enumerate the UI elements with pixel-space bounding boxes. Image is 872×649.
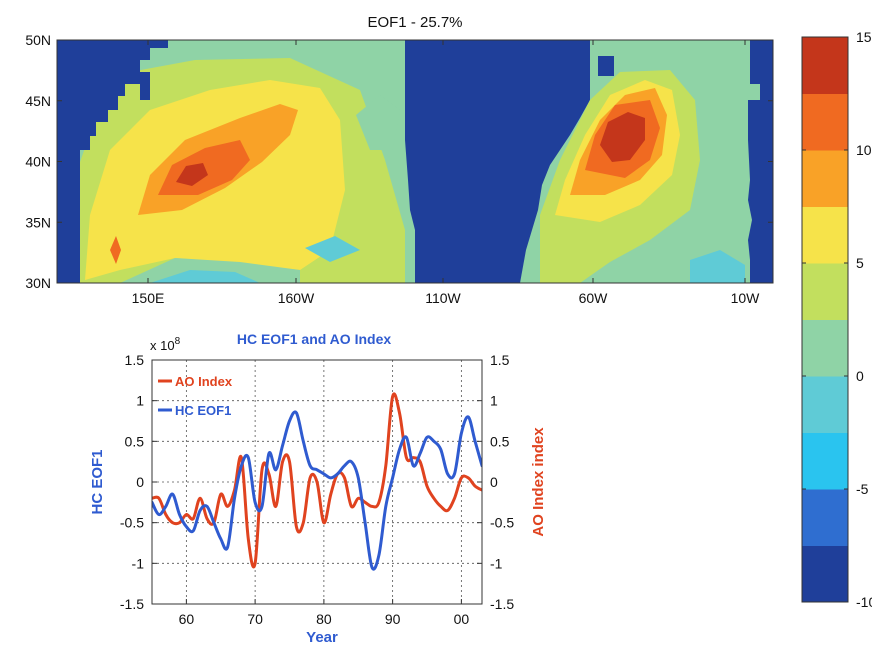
x-tick-label: 80 bbox=[316, 611, 332, 627]
colorbar-tick-label: 15 bbox=[856, 29, 872, 45]
y-axis-label-left: HC EOF1 bbox=[89, 449, 106, 514]
colorbar-tick-label: -10 bbox=[856, 594, 872, 610]
map-y-tick-label: 35N bbox=[25, 214, 51, 230]
y-tick-label-left: -1.5 bbox=[120, 596, 144, 612]
map-axis-ticks: 150E 160W 110W 60W 10W 50N 45N 40N 35N 30N bbox=[25, 32, 773, 306]
y-tick-label-right: 0.5 bbox=[490, 433, 510, 449]
eof-map bbox=[57, 40, 773, 283]
north-america-mask bbox=[405, 40, 590, 250]
line-series bbox=[152, 392, 482, 571]
x-tick-label: 00 bbox=[454, 611, 470, 627]
map-x-tick-label: 150E bbox=[132, 290, 165, 306]
y-tick-label-left: -1 bbox=[132, 555, 145, 571]
cyan-patch-1 bbox=[150, 270, 260, 283]
x-axis-label: Year bbox=[306, 629, 338, 646]
colorbar-tick-label: 5 bbox=[856, 255, 864, 271]
y-tick-label-left: 1.5 bbox=[125, 352, 145, 368]
colorbar-ticks: 15 10 5 0 -5 -10 bbox=[802, 29, 872, 610]
kuroshio-anomaly bbox=[70, 58, 405, 283]
y-tick-label-right: 1 bbox=[490, 393, 498, 409]
map-y-tick-label: 40N bbox=[25, 154, 51, 170]
colorbar-tick-label: 0 bbox=[856, 368, 864, 384]
cool-patch-atl bbox=[690, 250, 745, 283]
map-y-tick-label: 30N bbox=[25, 275, 51, 291]
colorbar-segment bbox=[802, 37, 848, 94]
legend: AO Index HC EOF1 bbox=[158, 374, 233, 418]
colorbar-segment bbox=[802, 93, 848, 151]
colorbar-segment bbox=[802, 319, 848, 377]
colorbar-segment bbox=[802, 376, 848, 433]
y-axis-label-right: AO Index index bbox=[530, 427, 547, 537]
colorbar-segment bbox=[802, 206, 848, 264]
y-tick-label-right: -0.5 bbox=[490, 515, 514, 531]
map-y-tick-label: 50N bbox=[25, 32, 51, 48]
x-tick-label: 60 bbox=[179, 611, 195, 627]
y-tick-label-right: 1.5 bbox=[490, 352, 510, 368]
y-tick-label-left: 0.5 bbox=[125, 433, 145, 449]
colorbar-tick-label: 10 bbox=[856, 142, 872, 158]
colorbar-segment bbox=[802, 263, 848, 320]
y-multiplier: x 108 bbox=[150, 336, 181, 353]
atlantic-box-mask bbox=[598, 56, 614, 76]
colorbar-segment bbox=[802, 545, 848, 603]
asia-mask bbox=[57, 40, 168, 283]
local-max-south bbox=[110, 236, 121, 264]
map-y-tick-label: 45N bbox=[25, 93, 51, 109]
y-tick-label-left: 0 bbox=[136, 474, 144, 490]
gulf-stream-anomaly bbox=[540, 70, 745, 283]
green-patch-1 bbox=[356, 95, 400, 150]
ao-index-line bbox=[152, 392, 482, 569]
map-x-tick-label: 110W bbox=[425, 290, 461, 306]
map-title: EOF1 - 25.7% bbox=[367, 14, 462, 31]
legend-label-ao: AO Index bbox=[175, 374, 233, 389]
map-x-tick-label: 160W bbox=[278, 290, 315, 306]
cool-patch-south bbox=[120, 258, 300, 283]
y-tick-label-left: -0.5 bbox=[120, 515, 144, 531]
y-tick-label-right: 0 bbox=[490, 474, 498, 490]
contour-12p5 bbox=[176, 163, 208, 186]
cyan-patch-2 bbox=[305, 236, 360, 262]
y-tick-label-left: 1 bbox=[136, 393, 144, 409]
legend-label-hc: HC EOF1 bbox=[175, 403, 231, 418]
line-chart-title: HC EOF1 and AO Index bbox=[237, 331, 391, 347]
caribbean-mask bbox=[415, 250, 526, 283]
x-tick-label: 70 bbox=[247, 611, 263, 627]
y-tick-label-right: -1.5 bbox=[490, 596, 514, 612]
line-axis-ticks: 60 70 80 90 00-1.5 -1.5-1 -1-0.5 -0.50 00.5 0.51 1… bbox=[120, 352, 514, 627]
colorbar-segment bbox=[802, 432, 848, 490]
colorbar bbox=[802, 37, 848, 603]
map-x-tick-label: 60W bbox=[579, 290, 609, 306]
colorbar-segment bbox=[802, 489, 848, 546]
y-tick-label-right: -1 bbox=[490, 555, 503, 571]
x-tick-label: 90 bbox=[385, 611, 401, 627]
colorbar-frame bbox=[801, 36, 849, 603]
europe-mask bbox=[748, 40, 773, 283]
colorbar-tick-label: -5 bbox=[856, 481, 869, 497]
contour-12p5-atl bbox=[600, 112, 645, 162]
colorbar-segment bbox=[802, 150, 848, 207]
map-x-tick-label: 10W bbox=[731, 290, 761, 306]
